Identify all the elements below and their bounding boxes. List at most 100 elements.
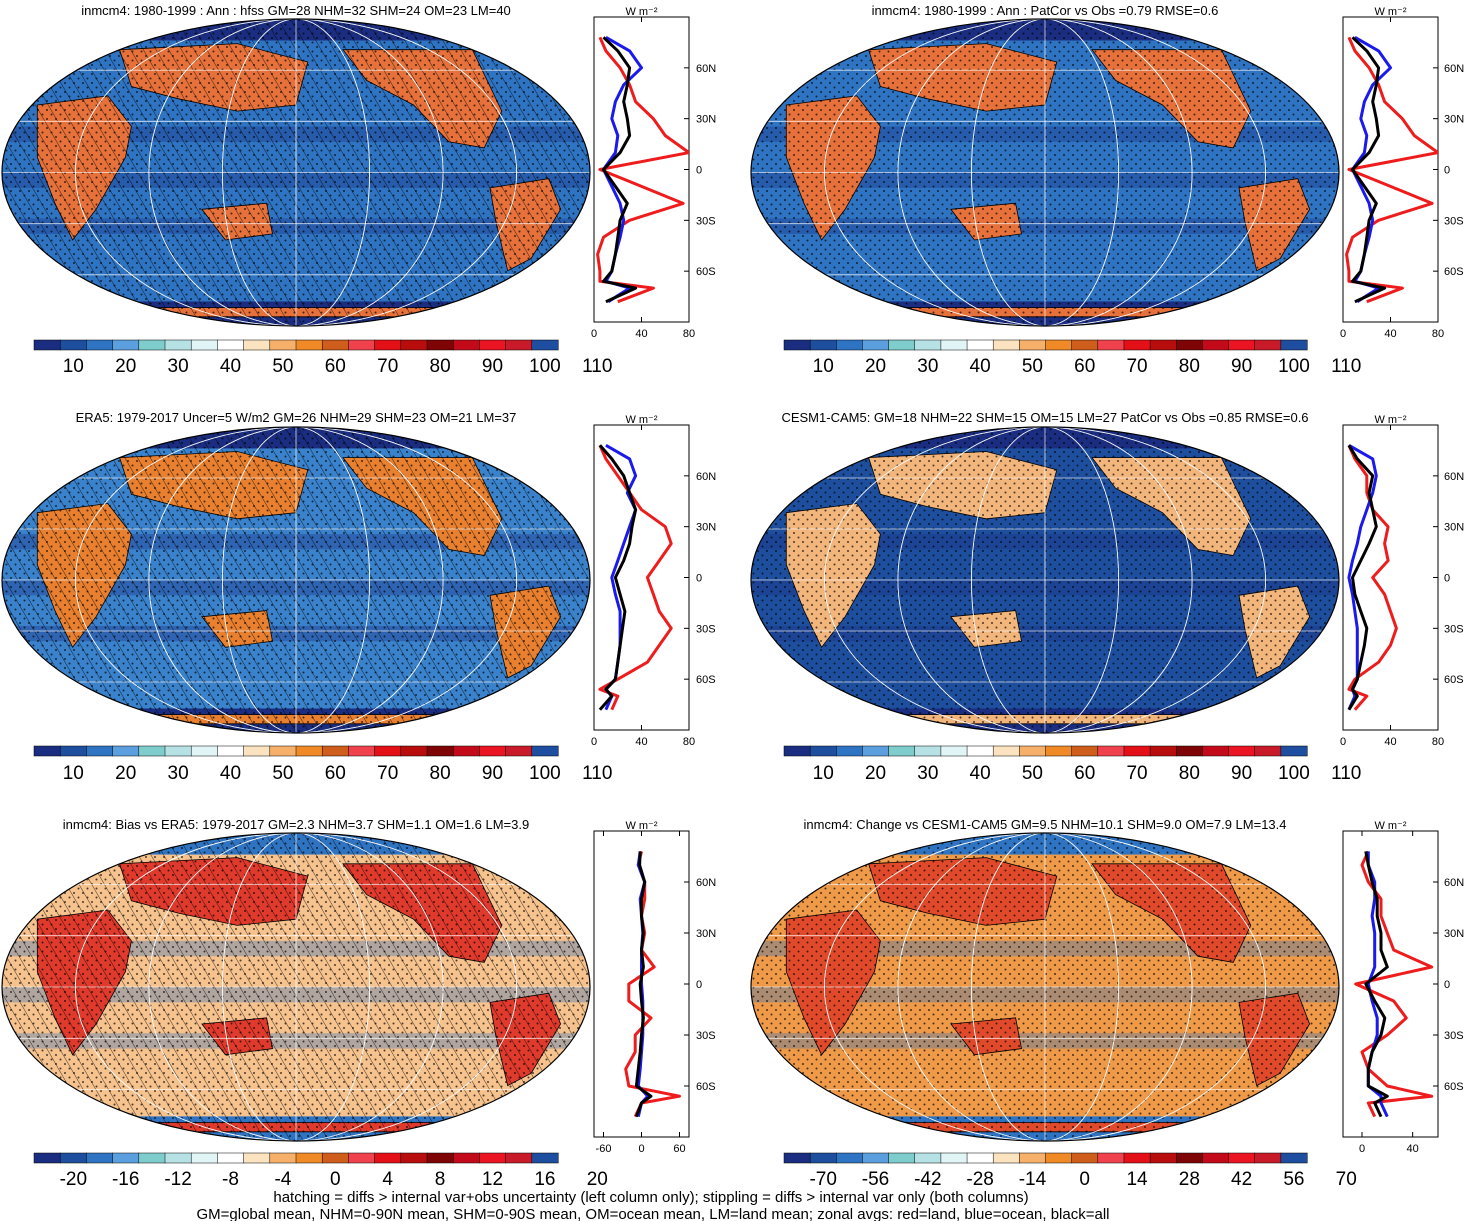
lat-tick-label: 60N: [1444, 471, 1464, 483]
colorbar-swatch: [112, 745, 140, 757]
colorbar-label: 20: [865, 356, 886, 377]
colorbar-swatch: [164, 745, 192, 757]
colorbar-swatch: [1019, 745, 1047, 757]
colorbar-label: 20: [587, 1169, 608, 1190]
colorbar-swatch: [1228, 745, 1256, 757]
lat-tick-label: 60S: [1444, 1081, 1464, 1093]
zonal-x-tick-label: 0: [591, 328, 597, 340]
lat-tick-label: 30S: [1444, 623, 1464, 635]
colorbar-swatch: [33, 339, 61, 351]
colorbar: 10 20 30 40 50 60 70 80 90 100 110: [783, 745, 1361, 784]
colorbar-swatch: [992, 1152, 1020, 1164]
panel-title: inmcm4: Bias vs ERA5: 1979-2017 GM=2.3 N…: [63, 817, 529, 832]
colorbar-label: 90: [482, 356, 503, 377]
colorbar-swatch: [888, 339, 916, 351]
lat-tick-label: 0: [1444, 573, 1450, 585]
global-map: [2, 833, 590, 1141]
colorbar-swatch: [426, 339, 454, 351]
colorbar-label: 10: [63, 763, 84, 784]
colorbar-label: 80: [430, 356, 451, 377]
lat-tick-label: 30N: [696, 928, 716, 940]
lat-tick-label: 60S: [696, 1081, 716, 1093]
colorbar-swatch: [1123, 745, 1151, 757]
colorbar-label: 110: [582, 356, 612, 377]
zonal-line-all: [1364, 851, 1389, 1118]
colorbar-label: 100: [1278, 763, 1310, 784]
colorbar-label: 60: [1074, 763, 1095, 784]
colorbar-label: 40: [220, 763, 241, 784]
colorbar-label: -4: [274, 1169, 291, 1190]
zonal-x-tick-label: 80: [1432, 736, 1444, 748]
colorbar-swatch: [1097, 1152, 1125, 1164]
colorbar-label: -70: [809, 1169, 836, 1190]
colorbar-swatch: [1123, 339, 1151, 351]
colorbar-swatch: [59, 745, 87, 757]
zonal-x-tick-label: 40: [1407, 1143, 1419, 1155]
zonal-x-tick-label: 0: [1340, 328, 1346, 340]
colorbar-swatch: [1280, 339, 1308, 351]
colorbar-swatch: [217, 339, 245, 351]
colorbar-label: 0: [330, 1169, 341, 1190]
colorbar-swatch: [914, 339, 942, 351]
panel-title: inmcm4: 1980-1999 : Ann : hfss GM=28 NHM…: [81, 3, 511, 18]
lat-tick-label: 60N: [696, 471, 716, 483]
colorbar-swatch: [400, 745, 428, 757]
lat-tick-label: 30N: [1444, 114, 1464, 126]
colorbar-label: 28: [1179, 1169, 1200, 1190]
colorbar-swatch: [86, 1152, 114, 1164]
colorbar-label: -12: [164, 1169, 191, 1190]
colorbar-swatch: [321, 339, 349, 351]
zonal-mean-plot: W m⁻² 60N 30N 0 30S 60S 0 40 80: [1340, 6, 1464, 340]
zonal-line-all: [1347, 444, 1378, 711]
colorbar-swatch: [374, 339, 402, 351]
colorbar-swatch: [217, 1152, 245, 1164]
colorbar-label: 80: [1179, 763, 1200, 784]
colorbar-swatch: [452, 745, 480, 757]
colorbar-label: 42: [1231, 1169, 1252, 1190]
colorbar-swatch: [1254, 745, 1282, 757]
colorbar-swatch: [1097, 745, 1125, 757]
colorbar-label: 110: [582, 763, 612, 784]
colorbar-swatch: [862, 745, 890, 757]
colorbar-swatch: [1202, 339, 1230, 351]
colorbar-swatch: [1202, 1152, 1230, 1164]
colorbar-swatch: [1071, 1152, 1099, 1164]
colorbar-label: 70: [1126, 763, 1147, 784]
colorbar-label: 70: [377, 763, 398, 784]
map-outline: [1, 426, 591, 734]
colorbar-swatch: [217, 745, 245, 757]
colorbar-label: 20: [865, 763, 886, 784]
map-outline: [1, 832, 591, 1142]
colorbar-label: -56: [862, 1169, 889, 1190]
panel-title: inmcm4: 1980-1999 : Ann : PatCor vs Obs …: [872, 3, 1219, 18]
colorbar-label: -16: [112, 1169, 139, 1190]
map-outline: [750, 18, 1340, 327]
colorbar: 10 20 30 40 50 60 70 80 90 100 110: [33, 339, 612, 377]
colorbar-label: 40: [970, 763, 991, 784]
colorbar-swatch: [1280, 745, 1308, 757]
panel-3: ERA5: 1979-2017 Uncer=5 W/m2 GM=26 NHM=2…: [1, 410, 716, 784]
colorbar: -70 -56 -42 -28 -14 0 14 28 42 56 70: [783, 1152, 1357, 1190]
colorbar-label: 30: [168, 356, 189, 377]
zonal-mean-plot: W m⁻² 60N 30N 0 30S 60S -60 0 60: [593, 820, 716, 1155]
zonal-line-all: [634, 851, 653, 1118]
colorbar-swatch: [426, 745, 454, 757]
colorbar-label: 10: [63, 356, 84, 377]
zonal-x-tick-label: -60: [596, 1143, 612, 1155]
zonal-line-all: [602, 36, 638, 304]
colorbar-swatch: [966, 339, 994, 351]
colorbar-label: 14: [1126, 1169, 1148, 1190]
colorbar-swatch: [966, 1152, 994, 1164]
panel-2: inmcm4: 1980-1999 : Ann : PatCor vs Obs …: [750, 3, 1464, 377]
panel-4: CESM1-CAM5: GM=18 NHM=22 SHM=15 OM=15 LM…: [750, 410, 1464, 784]
panel-5: inmcm4: Bias vs ERA5: 1979-2017 GM=2.3 N…: [1, 817, 716, 1190]
colorbar-swatch: [190, 1152, 218, 1164]
colorbar-swatch: [348, 339, 376, 351]
colorbar-label: 90: [1231, 763, 1252, 784]
colorbar-swatch: [112, 339, 140, 351]
colorbar-swatch: [888, 1152, 916, 1164]
colorbar-label: -20: [60, 1169, 87, 1190]
lat-tick-label: 0: [696, 979, 702, 991]
colorbar-swatch: [1149, 745, 1177, 757]
zonal-mean-plot: W m⁻² 60N 30N 0 30S 60S 0 40 80: [1340, 414, 1464, 748]
